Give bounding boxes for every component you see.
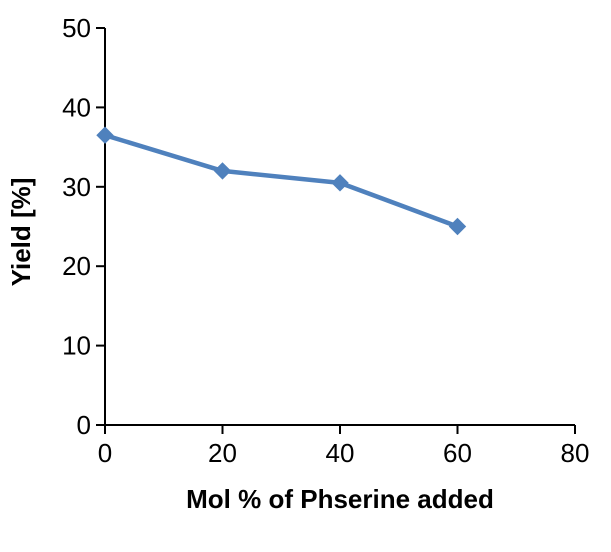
series-line bbox=[102, 132, 460, 229]
y-tick-label: 10 bbox=[62, 331, 91, 361]
y-tick-label: 20 bbox=[62, 251, 91, 281]
x-tick-label: 80 bbox=[561, 438, 590, 468]
x-tick-label: 0 bbox=[98, 438, 112, 468]
tick-labels: 0 10 20 30 40 50 0 20 40 60 80 bbox=[62, 13, 589, 468]
data-point-marker bbox=[448, 217, 467, 236]
yield-series bbox=[96, 126, 467, 236]
y-tick-label: 40 bbox=[62, 92, 91, 122]
x-tick-label: 60 bbox=[443, 438, 472, 468]
data-point-marker bbox=[96, 126, 114, 144]
tick-marks bbox=[96, 27, 576, 434]
x-tick-label: 40 bbox=[326, 438, 355, 468]
axes bbox=[104, 28, 575, 426]
data-point-marker bbox=[331, 174, 349, 192]
data-point-marker bbox=[213, 162, 232, 180]
x-tick-label: 20 bbox=[208, 438, 237, 468]
y-tick-label: 0 bbox=[77, 410, 91, 440]
y-tick-label: 50 bbox=[62, 13, 91, 43]
y-axis-title: Yield [%] bbox=[6, 178, 36, 287]
y-tick-label: 30 bbox=[62, 172, 91, 202]
x-axis-title: Mol % of Phserine added bbox=[186, 484, 494, 514]
